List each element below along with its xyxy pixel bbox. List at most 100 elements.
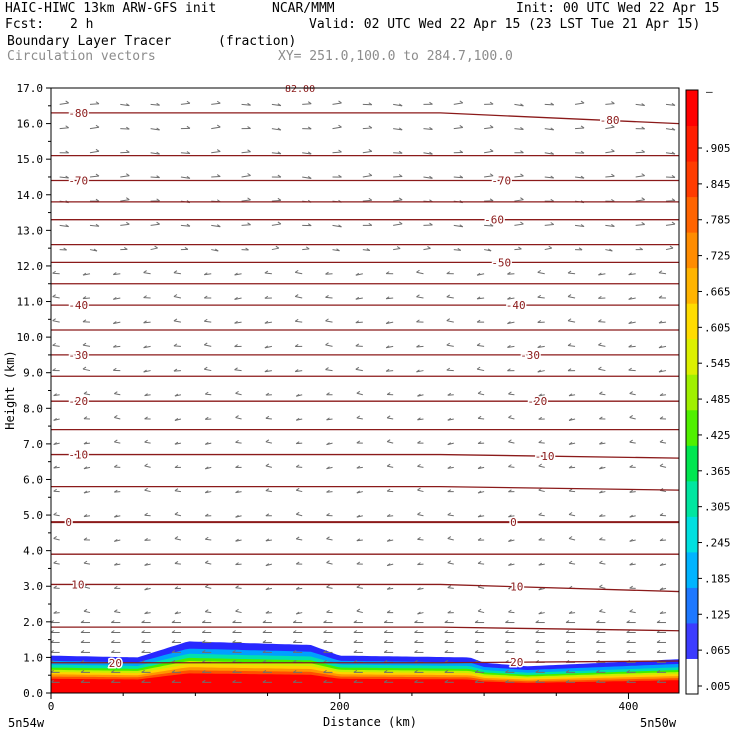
vector-arrow-240 [326,513,333,517]
vector-head [326,609,330,613]
vector-head [111,669,115,673]
vector-head [659,611,664,614]
vector-arrow-134 [292,620,303,624]
vector-head [186,125,191,129]
vector-head [628,367,632,371]
vector-arrow-341 [204,391,212,396]
vector-shaft [514,199,524,202]
vector-arrow-281 [295,464,303,468]
vector-arrow-204 [508,562,515,566]
vector-arrow-292 [629,464,636,468]
vector-arrow-505 [89,198,100,202]
vector-head [538,611,543,615]
vector-head [262,679,267,683]
vector-head [53,465,57,469]
vector-head [629,562,633,566]
vector-head [295,441,300,445]
vector-arrow-165 [599,609,606,614]
vector-shaft [629,416,636,420]
vector-arrow-16 [535,679,545,683]
vector-arrow-369 [416,369,424,373]
vector-arrow-299 [204,441,212,445]
vector-head [580,224,585,227]
vector-head [356,538,361,542]
vector-arrow-507 [150,198,160,202]
vector-shaft [628,345,636,348]
vector-shaft [204,320,212,323]
vector-shaft [83,610,91,614]
vector-head [83,416,88,420]
vector-head [247,102,251,106]
vector-arrow-346 [356,390,363,396]
vector-head [114,439,118,443]
vector-head [386,610,391,613]
vector-head [520,173,524,177]
vector-shaft [665,247,674,251]
vector-head [520,197,524,201]
vector-arrow-479 [575,247,583,251]
vector-arrow-224 [477,537,485,541]
vector-shaft [89,103,100,105]
vector-shaft [544,152,554,155]
vector-head [113,272,117,275]
vector-arrow-594 [241,102,251,106]
vector-head [326,584,330,588]
vector-head [626,650,630,653]
vector-arrow-544 [635,173,645,178]
vector-arrow-430 [355,296,363,300]
vector-arrow-274 [83,466,91,470]
vector-arrow-111 [232,630,242,633]
vector-arrow-206 [568,560,576,565]
vector-shaft [325,344,333,347]
vector-arrow-115 [353,630,363,633]
vector-arrow-589 [89,101,100,105]
vector-shaft [326,562,333,565]
vector-arrow-80 [565,650,576,653]
vector-head [53,393,57,397]
vector-arrow-461 [658,270,667,275]
vector-arrow-213 [144,537,151,541]
vector-shaft [241,199,251,202]
y-tick-label: 5.0 [23,509,43,522]
vector-arrow-127 [80,620,90,624]
vector-head [659,393,664,396]
vector-shaft [514,175,524,178]
vector-arrow-79 [535,650,545,653]
vector-arrow-427 [264,295,272,299]
vector-arrow-548 [120,149,130,154]
vector-arrow-410 [385,321,394,325]
vector-head [383,659,388,663]
vector-arrow-7 [262,679,272,683]
vector-head [247,197,251,201]
vector-arrow-163 [538,611,545,615]
vector-arrow-245 [477,514,485,518]
vector-arrow-242 [386,513,394,517]
vector-head [355,320,360,324]
vector-head [417,440,421,444]
vector-head [550,198,555,202]
vector-head [295,511,300,515]
vector-shaft [82,368,91,372]
vector-arrow-399 [52,318,60,323]
vector-arrow-471 [332,248,340,252]
vector-head [398,103,403,107]
vector-head [201,669,206,673]
colorbar-label: .905 [704,142,731,155]
vector-arrow-302 [295,441,303,445]
vector-arrow-590 [120,103,130,107]
vector-arrow-573 [241,126,251,130]
vector-head [82,342,87,346]
vector-head [447,465,452,469]
vector-head [629,415,633,418]
vector-arrow-532 [271,174,282,178]
vector-head [174,465,179,468]
vector-arrow-441 [52,270,60,275]
vector-head [416,294,420,298]
vector-head [417,487,421,491]
vector-arrow-167 [659,611,667,614]
vector-arrow-247 [538,512,545,517]
vector-head [143,345,147,349]
vector-head [446,294,451,298]
vector-arrow-36 [505,669,515,673]
vector-arrow-24 [141,669,151,673]
